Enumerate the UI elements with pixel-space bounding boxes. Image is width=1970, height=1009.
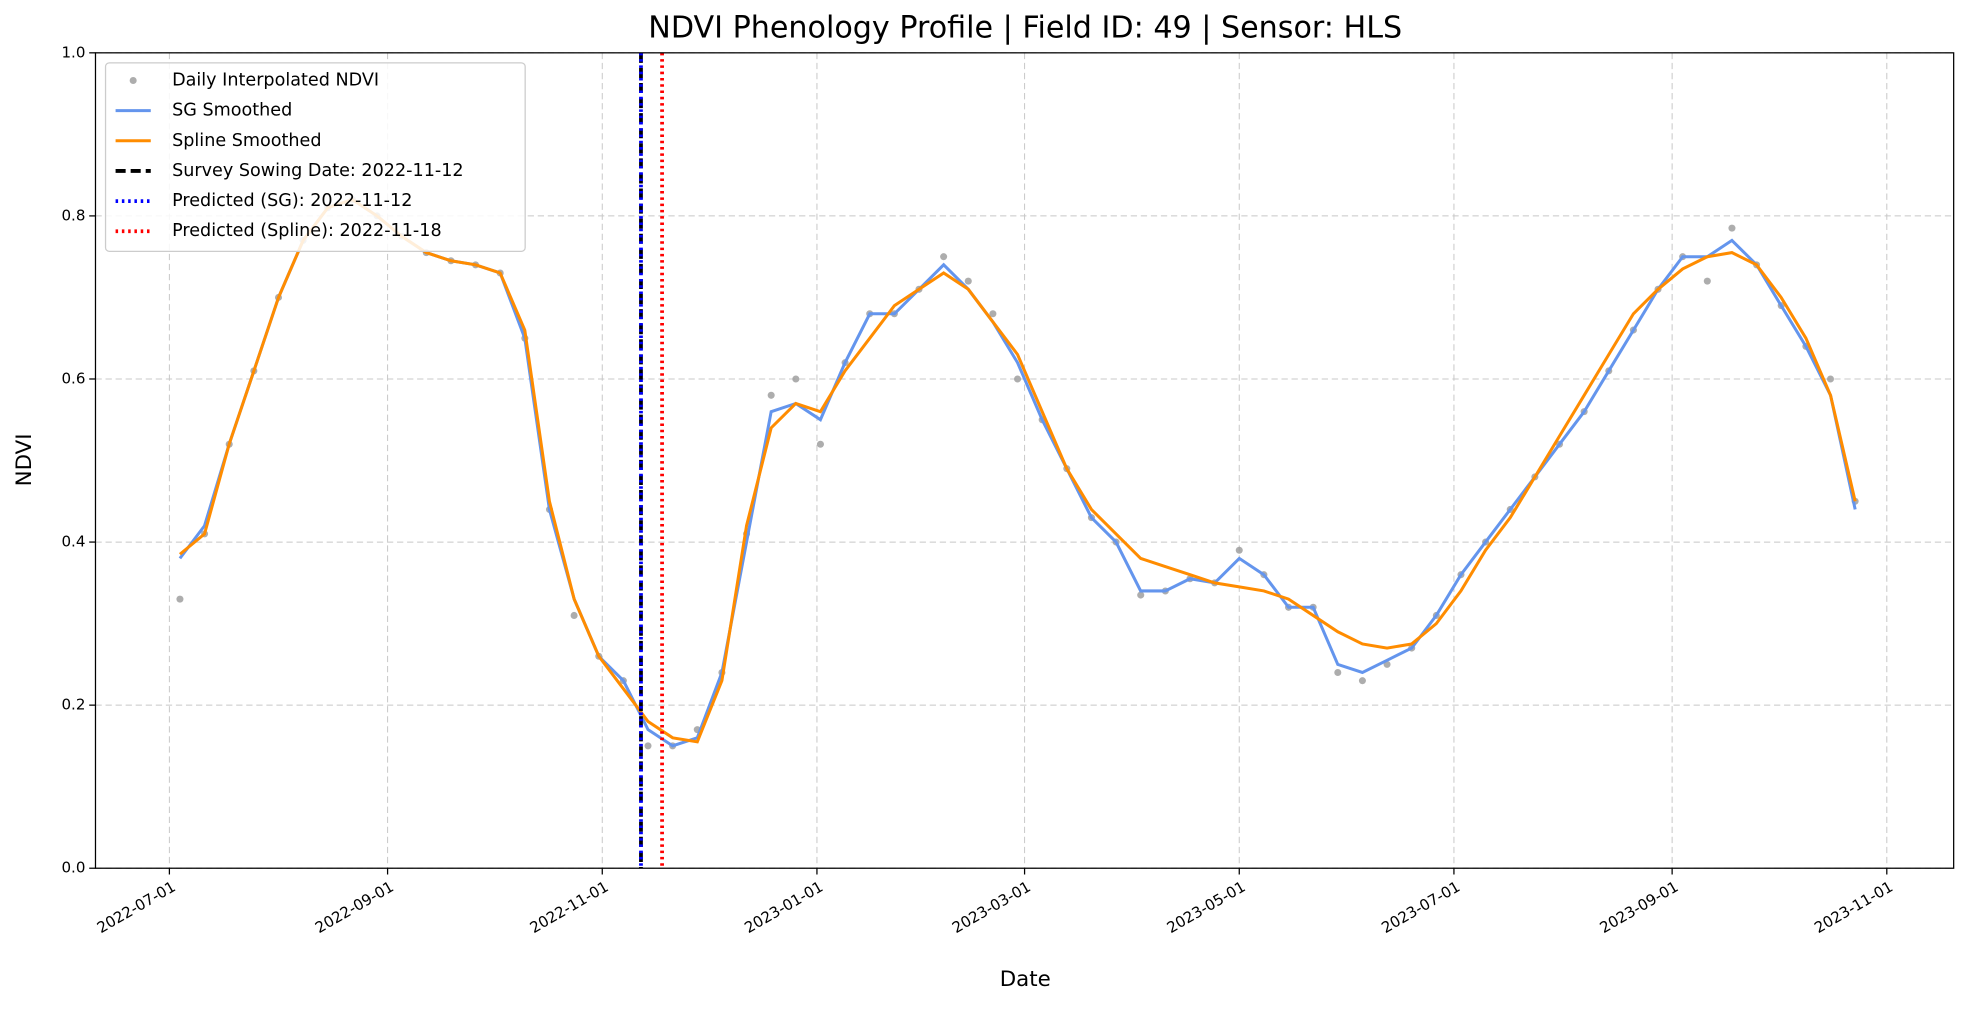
data-point xyxy=(1137,591,1145,599)
x-tick-label: 2022-11-01 xyxy=(527,878,612,937)
data-point xyxy=(1014,375,1022,383)
x-tick-label: 2022-07-01 xyxy=(94,878,179,937)
series-line xyxy=(178,197,1857,748)
data-point xyxy=(989,310,997,318)
legend-marker xyxy=(129,76,137,84)
x-tick-label: 2022-09-01 xyxy=(312,878,397,937)
series-line xyxy=(178,197,1857,744)
x-axis-label: Date xyxy=(1000,967,1051,992)
data-point xyxy=(1826,375,1835,383)
x-tick-label: 2023-09-01 xyxy=(1597,878,1682,937)
data-point xyxy=(940,253,948,261)
data-point xyxy=(176,595,184,603)
x-tick-label: 2023-11-01 xyxy=(1811,878,1896,937)
data-point xyxy=(1728,224,1736,232)
y-axis-label: NDVI xyxy=(12,433,37,486)
legend-label: Predicted (Spline): 2022-11-18 xyxy=(172,221,442,241)
data-point xyxy=(644,742,652,750)
x-tick-label: 2023-03-01 xyxy=(949,878,1034,937)
data-point xyxy=(1703,277,1711,285)
data-point xyxy=(570,611,578,619)
legend-label: Spline Smoothed xyxy=(172,131,321,151)
legend-label: SG Smoothed xyxy=(172,101,292,121)
legend-label: Daily Interpolated NDVI xyxy=(172,70,379,90)
legend: Daily Interpolated NDVI SG Smoothed Spline… xyxy=(104,62,526,252)
data-point xyxy=(1358,677,1366,685)
data-point xyxy=(1334,669,1342,677)
data-point xyxy=(964,277,972,285)
y-tick-label: 0.0 xyxy=(61,859,85,877)
chart-title: NDVI Phenology Profile | Field ID: 49 | … xyxy=(648,10,1402,45)
data-point xyxy=(816,440,824,448)
legend-box xyxy=(104,62,526,252)
y-tick-label: 0.8 xyxy=(61,206,85,224)
x-tick-label: 2023-07-01 xyxy=(1378,878,1463,937)
y-tick-label: 0.4 xyxy=(61,533,85,551)
plot-frame xyxy=(94,52,1955,869)
x-tick-label: 2023-01-01 xyxy=(741,878,826,937)
data-point xyxy=(1235,546,1243,554)
data-point xyxy=(767,391,775,399)
y-tick-label: 0.6 xyxy=(61,369,85,387)
y-tick-label: 0.2 xyxy=(61,696,85,714)
legend-label: Survey Sowing Date: 2022-11-12 xyxy=(172,161,463,181)
legend-label: Predicted (SG): 2022-11-12 xyxy=(172,191,412,211)
x-tick-label: 2023-05-01 xyxy=(1164,878,1249,937)
y-tick-label: 1.0 xyxy=(61,43,85,61)
data-point xyxy=(792,375,800,383)
